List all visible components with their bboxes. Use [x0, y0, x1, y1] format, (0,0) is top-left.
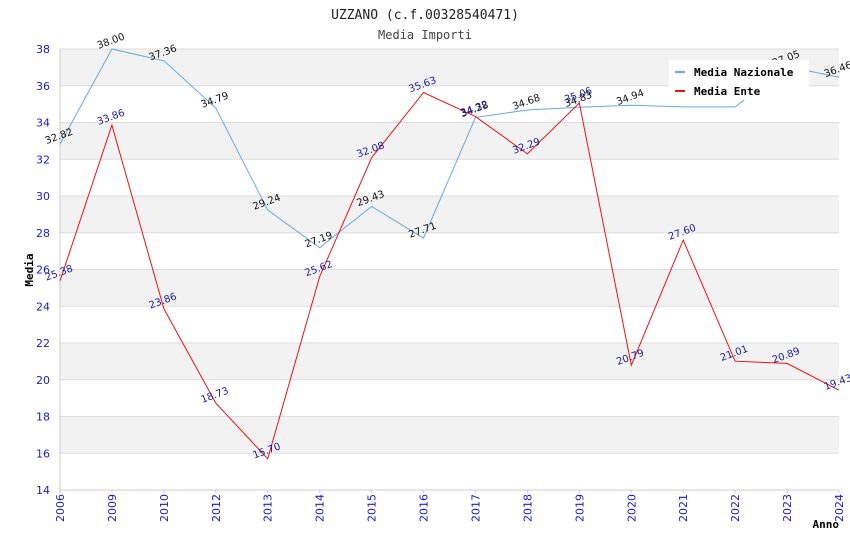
- y-tick-label: 22: [36, 337, 50, 350]
- series-line-media-ente: [59, 91, 840, 460]
- x-tick-label: 2020: [625, 494, 638, 522]
- x-tick-label: 2017: [469, 494, 482, 522]
- x-tick-label: 2009: [106, 494, 119, 522]
- y-tick-label: 38: [36, 43, 50, 56]
- y-tick-label: 34: [36, 117, 50, 130]
- y-tick-label: 32: [36, 153, 50, 166]
- x-tick-label: 2022: [729, 494, 742, 522]
- grid-band: [60, 196, 839, 233]
- legend: Media Nazionale Media Ente: [669, 60, 809, 100]
- legend-box: [669, 60, 809, 100]
- y-tick-label: 28: [36, 227, 50, 240]
- x-tick-label: 2013: [262, 494, 275, 522]
- grid-band: [60, 416, 839, 454]
- chart-title: UZZANO (c.f.00328540471): [331, 8, 519, 23]
- x-tick-label: 2019: [573, 494, 586, 522]
- y-tick-label: 26: [36, 264, 50, 277]
- y-tick-label: 18: [36, 411, 50, 424]
- y-tick-label: 36: [36, 80, 50, 93]
- series-line-media-nazionale: [59, 48, 840, 249]
- x-tick-label: 2010: [158, 494, 171, 522]
- x-tick-label: 2015: [366, 494, 379, 522]
- series-lines: [59, 48, 840, 460]
- y-tick-label: 20: [36, 374, 50, 387]
- x-axis-label: Anno: [813, 518, 840, 531]
- y-tick-label: 14: [36, 484, 50, 497]
- grid-band: [60, 122, 839, 160]
- x-tick-label: 2018: [521, 494, 534, 522]
- grid-band: [60, 343, 839, 380]
- y-axis-label: Media: [23, 253, 36, 286]
- legend-label: Media Ente: [694, 85, 761, 98]
- chart-subtitle: Media Importi: [378, 28, 472, 42]
- x-tick-label: 2006: [54, 494, 67, 522]
- x-tick-label: 2024: [833, 494, 846, 522]
- x-tick-label: 2021: [677, 494, 690, 522]
- x-tick-label: 2014: [314, 494, 327, 522]
- x-tick-label: 2016: [418, 494, 431, 522]
- y-tick-label: 30: [36, 190, 50, 203]
- x-tick-label: 2023: [781, 494, 794, 522]
- legend-label: Media Nazionale: [694, 66, 794, 79]
- y-tick-label: 16: [36, 447, 50, 460]
- y-tick-label: 24: [36, 300, 50, 313]
- x-tick-label: 2012: [210, 494, 223, 522]
